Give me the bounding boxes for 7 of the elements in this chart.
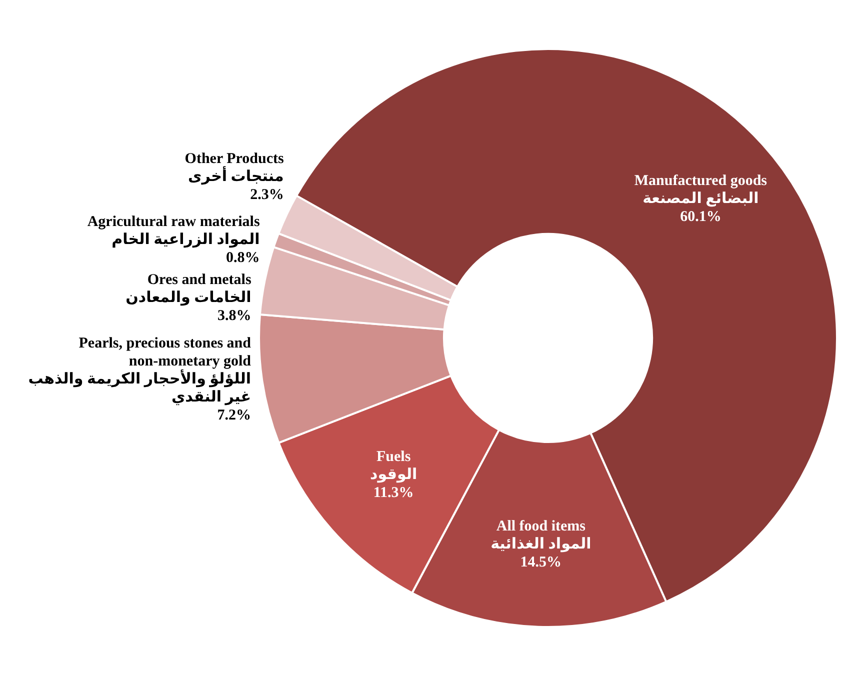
data-label: 7.2% xyxy=(217,408,251,424)
data-label: 60.1% xyxy=(680,208,722,225)
data-label: 0.8% xyxy=(226,250,260,266)
data-label: 2.3% xyxy=(250,187,284,204)
data-label: 3.8% xyxy=(218,308,252,324)
data-label: 14.5% xyxy=(520,554,562,570)
data-label: 11.3% xyxy=(373,484,414,501)
